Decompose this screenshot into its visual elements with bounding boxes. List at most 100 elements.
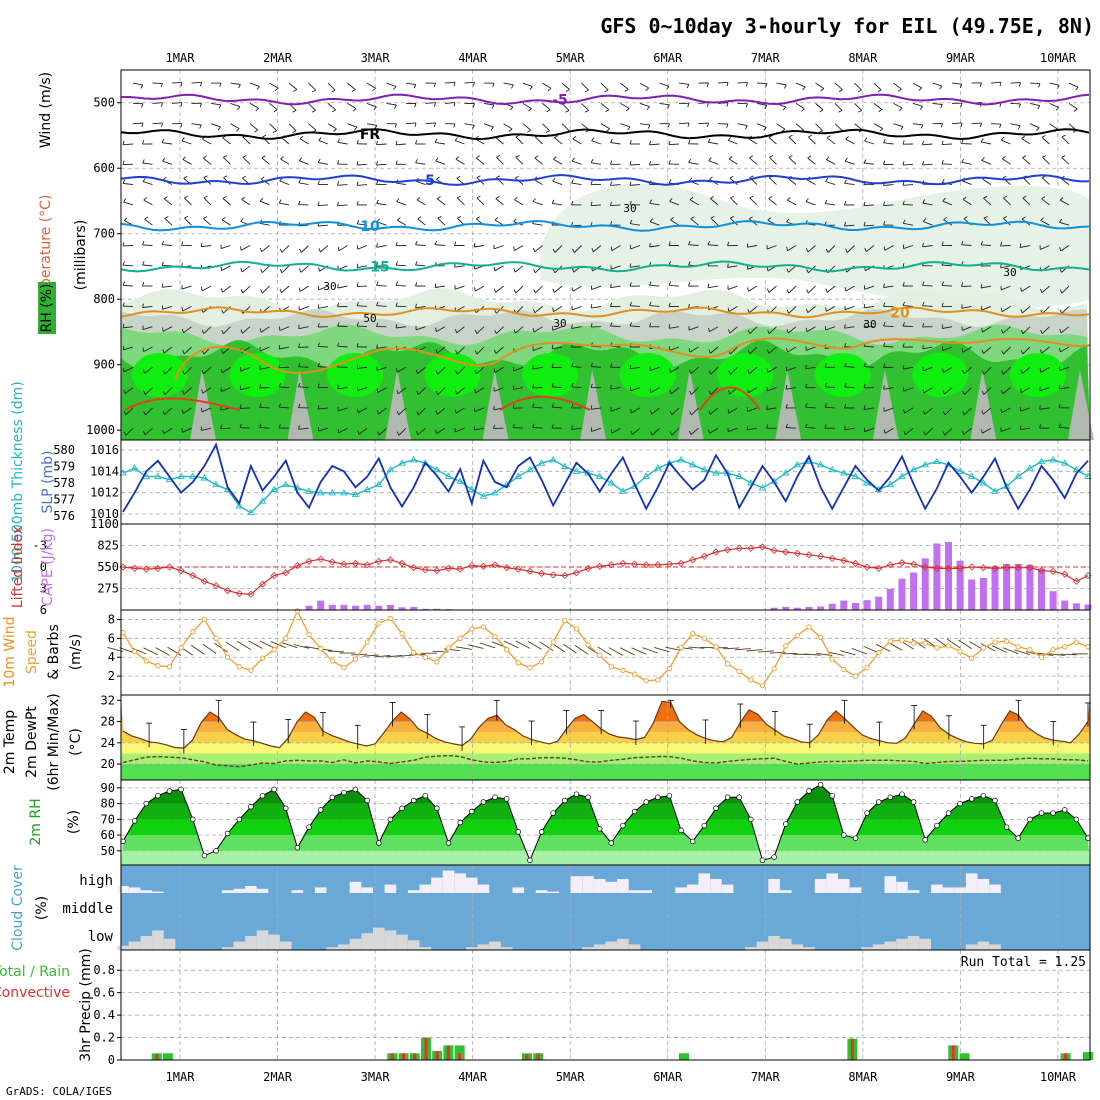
wind-barb-flag [532, 247, 536, 252]
rh-point [515, 829, 522, 835]
wind-barb [515, 306, 524, 314]
thickness-point [328, 489, 337, 496]
wind-barb [493, 245, 504, 250]
thickness-point [561, 462, 569, 469]
wind-barb-flag [201, 389, 204, 394]
thickness-point [456, 477, 464, 484]
wind-barb [982, 326, 992, 333]
wind-speed-point [759, 682, 766, 689]
wind-barb [144, 387, 153, 395]
wind-barb-flag [160, 83, 163, 88]
wind-barb-flag [552, 177, 556, 182]
wind-barb-flag [863, 383, 866, 388]
wind-barb-flag [981, 370, 985, 375]
wind-barb-flag [180, 123, 183, 128]
thickness-point [270, 485, 278, 493]
wind-barb [844, 224, 855, 227]
wind-barb [155, 647, 170, 656]
wind-barb [347, 103, 357, 109]
thickness-line [122, 459, 1089, 514]
isotherm-line [120, 173, 1090, 186]
wind-barb-flag [123, 410, 127, 415]
wind-speed-point [887, 638, 893, 644]
wind-barb-flag [435, 429, 438, 434]
wind-barb-flag [863, 405, 866, 410]
wind-barb-flag [298, 287, 301, 292]
wind-barb [630, 223, 641, 226]
lifted-index-point [840, 556, 848, 565]
wind-barb-flag [181, 328, 185, 333]
cloud-bar-low [628, 944, 641, 950]
wind-speed-point [201, 616, 208, 623]
precip-total-bar [679, 1053, 689, 1060]
cloud-bar-high [675, 887, 687, 893]
wind-barb-flag [1020, 329, 1024, 334]
wind-barb [457, 366, 465, 375]
wind-barb [327, 650, 344, 653]
wind-barb-flag [161, 240, 165, 245]
wind-barb-flag [161, 122, 163, 127]
wind-barb [982, 178, 992, 185]
cloud-bar-low [919, 938, 931, 950]
wind-barb [571, 326, 582, 329]
wind-barb-flag [240, 268, 243, 273]
wind-barb [144, 366, 153, 374]
wind-barb [864, 285, 875, 290]
wind-barb-flag [242, 175, 247, 179]
wind-barb [734, 648, 751, 651]
wind-barb-flag [476, 175, 481, 179]
wind-barb-flag [220, 288, 224, 293]
wind-barb [826, 306, 836, 312]
wind-barb [1010, 82, 1021, 84]
wind-speed-point [945, 643, 952, 649]
wind-barb [844, 366, 855, 368]
wind-barb [688, 326, 699, 331]
temp-line [122, 700, 1089, 749]
wind-speed-point [852, 673, 859, 679]
wind-barb [396, 201, 407, 206]
wind-barb [298, 366, 309, 368]
wind-barb [826, 285, 836, 293]
wind-barb-flag [164, 216, 169, 219]
rh-point [852, 835, 859, 841]
wind-barb [202, 157, 212, 165]
wind-barb [494, 387, 504, 392]
wind-barb [639, 102, 650, 108]
wind-barb-flag [686, 84, 690, 89]
wind-barb-flag [415, 261, 418, 266]
thickness-point [537, 459, 546, 466]
wind-barb-flag [515, 155, 520, 158]
precip-convective-bar [435, 1051, 439, 1060]
wind-barb-flag [337, 138, 340, 143]
cape-bar [340, 604, 348, 610]
lifted-index-point [724, 546, 732, 554]
wind-barb-flag [259, 384, 262, 389]
wind-speed-point [1062, 644, 1068, 650]
wind-barb-flag [963, 216, 968, 220]
wind-barb-flag [454, 329, 458, 334]
wind-barb-flag [455, 156, 460, 160]
wind-barb-flag [590, 322, 593, 328]
wind-barb [884, 427, 894, 434]
wind-barb [396, 366, 407, 373]
wind-barb [201, 427, 212, 431]
wind-barb [649, 366, 660, 372]
wind-barb [1020, 245, 1031, 248]
wind-barb-flag [590, 201, 593, 206]
isotherm-line [120, 260, 1090, 273]
lifted-index-point [607, 561, 615, 569]
rh-point [329, 794, 336, 801]
thickness-point [735, 472, 743, 479]
wind-barb-flag [494, 329, 497, 334]
wind-barb-flag [646, 106, 650, 111]
wind-barb-flag [667, 104, 670, 109]
date-label-bottom: 4MAR [458, 1070, 488, 1084]
wind-barb [279, 202, 290, 206]
wind-barb [883, 285, 894, 288]
ylabel-rh2m-units: (%) [66, 810, 82, 834]
wind-barb [981, 305, 992, 311]
wind-speed-point [922, 640, 928, 646]
wind-barb-flag [259, 423, 262, 428]
lifted-index-point [200, 577, 208, 585]
wind-barb [366, 82, 376, 89]
